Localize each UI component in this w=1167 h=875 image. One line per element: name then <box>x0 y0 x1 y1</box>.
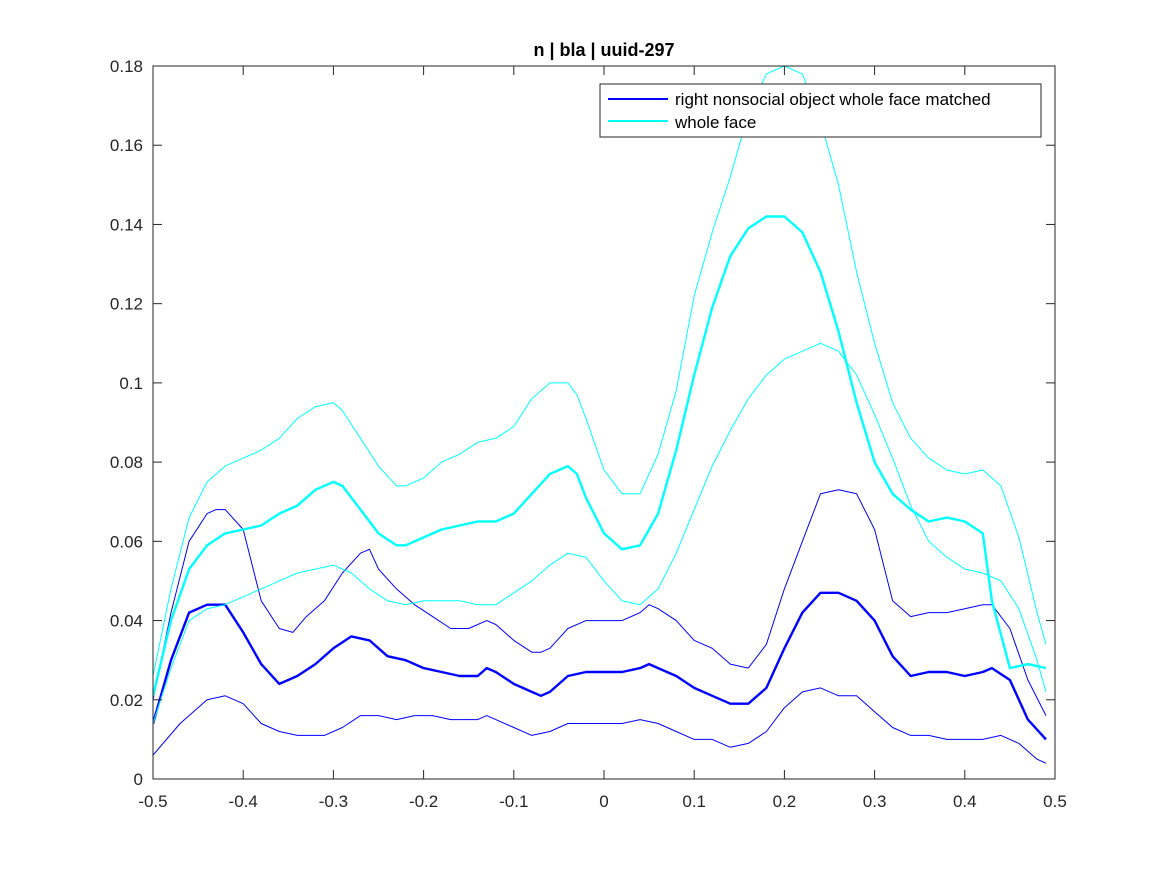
legend-label-whole-face: whole face <box>674 113 756 132</box>
x-tick-label: 0.2 <box>773 792 797 811</box>
y-tick-label: 0.04 <box>110 612 143 631</box>
legend-box <box>599 83 1042 138</box>
series-cyan-mean-line <box>153 215 1047 697</box>
plot-area <box>153 66 1055 779</box>
tick-layer: -0.5 -0.4 -0.3 -0.2 -0.1 0 0.1 0.2 0.3 0.4 0.5 0 0.0… <box>110 57 1067 811</box>
x-tick-label: 0.4 <box>953 792 977 811</box>
y-tick-label: 0 <box>134 770 143 789</box>
legend-label-right-nonsocial: right nonsocial object whole face matche… <box>675 90 991 109</box>
x-tick-label: 0 <box>599 792 608 811</box>
x-tick-label: 0.3 <box>863 792 887 811</box>
x-tick-label: -0.2 <box>409 792 438 811</box>
x-tick-label: 0.1 <box>682 792 706 811</box>
series-layer <box>153 66 1047 764</box>
series-blue-mean-line <box>153 591 1047 741</box>
y-tick-label: 0.06 <box>110 532 143 551</box>
series-blue-lower-line <box>153 687 1047 764</box>
x-tick-label: -0.3 <box>319 792 348 811</box>
y-tick-label: 0.12 <box>110 295 143 314</box>
x-tick-label: 0.5 <box>1043 792 1067 811</box>
x-tick-label: -0.1 <box>499 792 528 811</box>
y-tick-label: 0.08 <box>110 453 143 472</box>
x-tick-label: -0.4 <box>229 792 258 811</box>
y-tick-label: 0.16 <box>110 136 143 155</box>
y-tick-label: 0.02 <box>110 691 143 710</box>
series-blue-upper-line <box>153 489 1047 716</box>
x-tick-label: -0.5 <box>138 792 167 811</box>
series-cyan-upper-line <box>153 66 1047 677</box>
y-tick-label: 0.1 <box>119 374 143 393</box>
chart-title: n | bla | uuid-297 <box>533 40 674 60</box>
series-cyan-lower-line <box>153 342 1047 724</box>
y-tick-label: 0.14 <box>110 215 143 234</box>
legend: right nonsocial object whole face matche… <box>599 83 1042 138</box>
y-tick-label: 0.18 <box>110 57 143 76</box>
